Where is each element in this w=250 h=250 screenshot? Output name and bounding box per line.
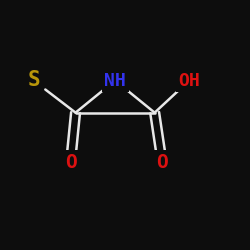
Text: O: O: [156, 152, 168, 172]
Text: OH: OH: [178, 72, 200, 90]
Text: O: O: [65, 152, 76, 172]
Text: NH: NH: [104, 72, 126, 90]
Text: S: S: [27, 70, 40, 90]
